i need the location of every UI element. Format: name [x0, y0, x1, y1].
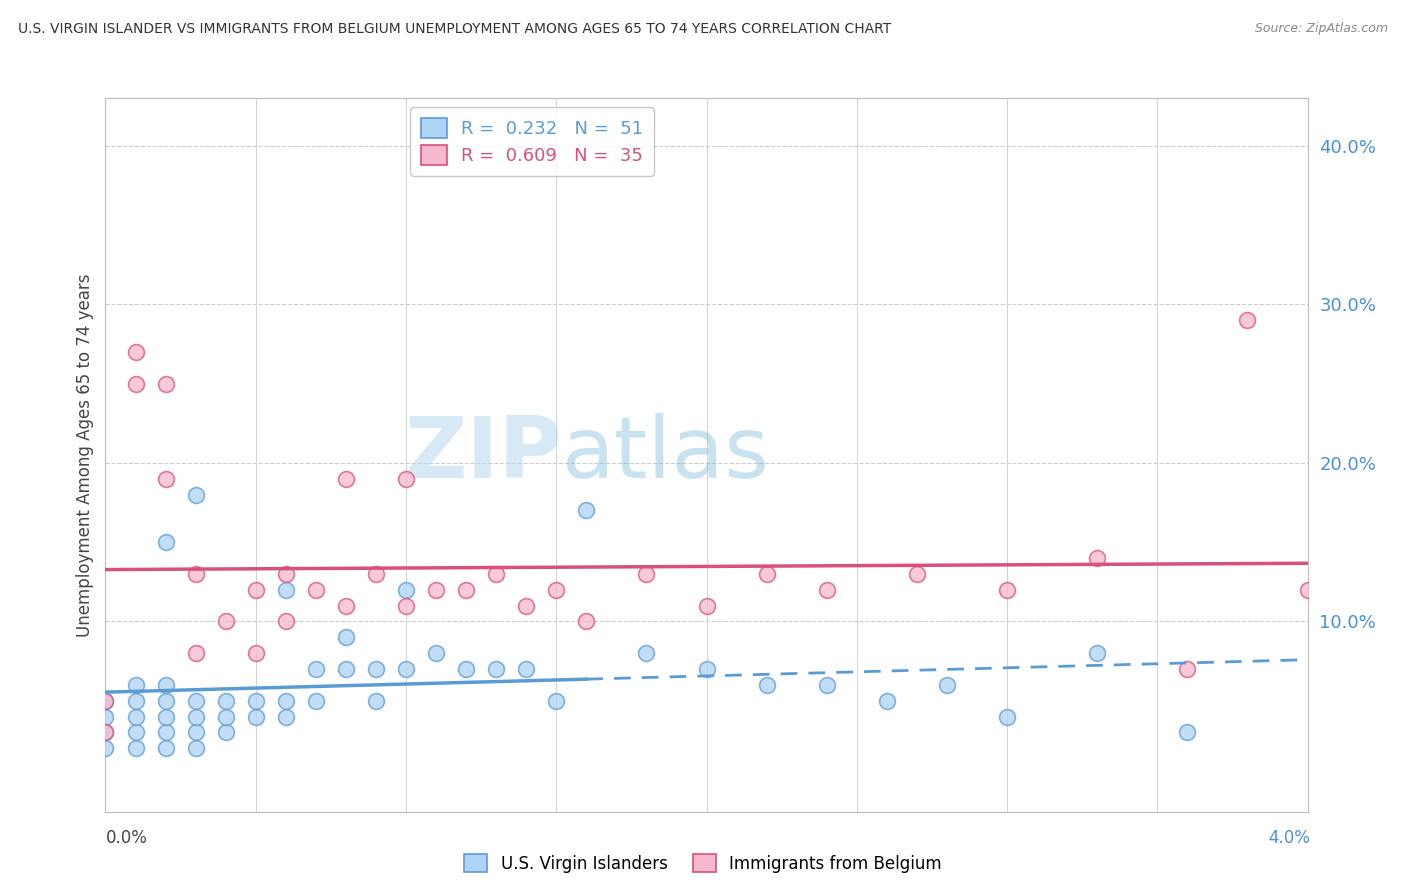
Point — [155, 709, 177, 723]
Point — [305, 662, 328, 676]
Point — [184, 709, 207, 723]
Point — [124, 741, 146, 756]
Point — [184, 694, 207, 708]
Point — [335, 599, 357, 613]
Point — [1236, 313, 1258, 327]
Point — [515, 599, 537, 613]
Point — [454, 662, 477, 676]
Point — [696, 599, 718, 613]
Point — [335, 662, 357, 676]
Point — [546, 582, 568, 597]
Point — [184, 646, 207, 660]
Point — [245, 709, 267, 723]
Point — [274, 566, 297, 581]
Point — [94, 741, 117, 756]
Point — [1296, 582, 1319, 597]
Point — [274, 582, 297, 597]
Point — [184, 566, 207, 581]
Point — [425, 646, 447, 660]
Point — [395, 599, 418, 613]
Text: 0.0%: 0.0% — [105, 829, 148, 847]
Point — [274, 694, 297, 708]
Point — [94, 694, 117, 708]
Point — [94, 694, 117, 708]
Point — [636, 566, 658, 581]
Point — [485, 662, 508, 676]
Point — [454, 582, 477, 597]
Point — [184, 741, 207, 756]
Point — [124, 709, 146, 723]
Point — [155, 741, 177, 756]
Point — [274, 709, 297, 723]
Point — [395, 472, 418, 486]
Point — [936, 678, 959, 692]
Point — [815, 678, 838, 692]
Text: atlas: atlas — [562, 413, 770, 497]
Point — [575, 615, 598, 629]
Point — [364, 662, 387, 676]
Point — [995, 582, 1018, 597]
Point — [94, 709, 117, 723]
Point — [364, 694, 387, 708]
Y-axis label: Unemployment Among Ages 65 to 74 years: Unemployment Among Ages 65 to 74 years — [76, 273, 94, 637]
Point — [274, 615, 297, 629]
Text: 4.0%: 4.0% — [1268, 829, 1310, 847]
Point — [905, 566, 928, 581]
Point — [1085, 646, 1108, 660]
Legend: R =  0.232   N =  51, R =  0.609   N =  35: R = 0.232 N = 51, R = 0.609 N = 35 — [411, 107, 654, 176]
Point — [124, 694, 146, 708]
Point — [1085, 551, 1108, 566]
Point — [395, 662, 418, 676]
Point — [124, 376, 146, 391]
Point — [305, 582, 328, 597]
Point — [425, 582, 447, 597]
Point — [184, 725, 207, 739]
Point — [755, 678, 778, 692]
Point — [124, 678, 146, 692]
Text: ZIP: ZIP — [405, 413, 562, 497]
Point — [995, 709, 1018, 723]
Point — [395, 582, 418, 597]
Point — [876, 694, 898, 708]
Point — [245, 582, 267, 597]
Point — [214, 694, 236, 708]
Point — [755, 566, 778, 581]
Point — [575, 503, 598, 517]
Text: U.S. VIRGIN ISLANDER VS IMMIGRANTS FROM BELGIUM UNEMPLOYMENT AMONG AGES 65 TO 74: U.S. VIRGIN ISLANDER VS IMMIGRANTS FROM … — [18, 22, 891, 37]
Point — [305, 694, 328, 708]
Point — [155, 376, 177, 391]
Point — [155, 694, 177, 708]
Point — [815, 582, 838, 597]
Point — [155, 725, 177, 739]
Point — [155, 535, 177, 549]
Point — [94, 725, 117, 739]
Point — [335, 630, 357, 644]
Point — [1175, 725, 1198, 739]
Point — [245, 646, 267, 660]
Point — [636, 646, 658, 660]
Point — [1175, 662, 1198, 676]
Point — [335, 472, 357, 486]
Point — [364, 566, 387, 581]
Point — [124, 344, 146, 359]
Point — [515, 662, 537, 676]
Point — [184, 487, 207, 501]
Point — [94, 725, 117, 739]
Point — [485, 566, 508, 581]
Point — [546, 694, 568, 708]
Point — [155, 678, 177, 692]
Text: Source: ZipAtlas.com: Source: ZipAtlas.com — [1254, 22, 1388, 36]
Legend: U.S. Virgin Islanders, Immigrants from Belgium: U.S. Virgin Islanders, Immigrants from B… — [457, 847, 949, 880]
Point — [155, 472, 177, 486]
Point — [245, 694, 267, 708]
Point — [696, 662, 718, 676]
Point — [124, 725, 146, 739]
Point — [214, 615, 236, 629]
Point — [214, 709, 236, 723]
Point — [214, 725, 236, 739]
